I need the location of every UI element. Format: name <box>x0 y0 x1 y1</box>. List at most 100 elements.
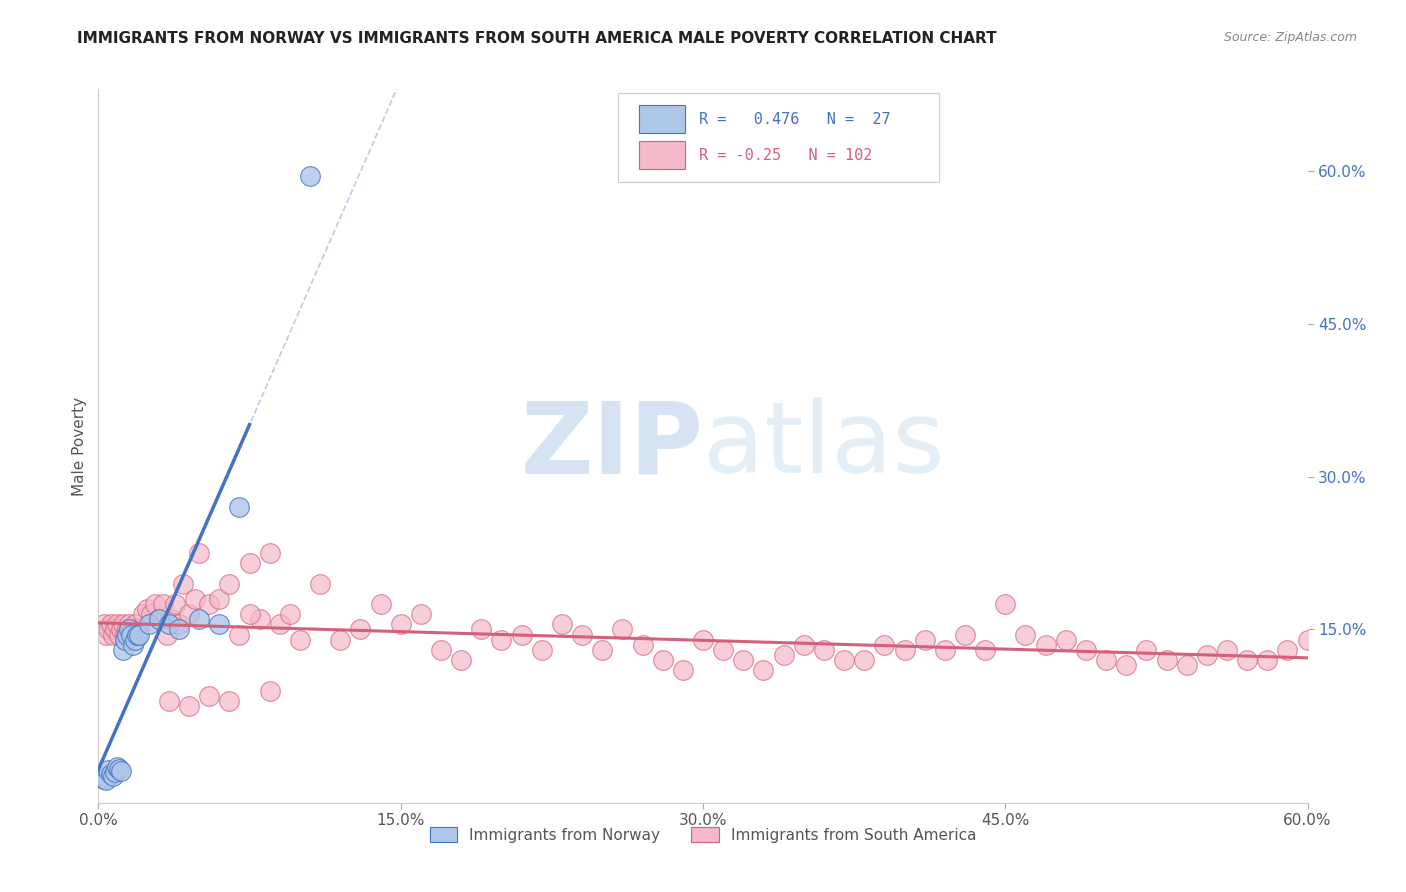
Point <box>1095 653 1118 667</box>
Point <box>107 627 129 641</box>
Point <box>259 546 281 560</box>
Point <box>101 769 124 783</box>
Point <box>1277 643 1299 657</box>
Point <box>953 627 976 641</box>
Text: R = -0.25   N = 102: R = -0.25 N = 102 <box>699 148 873 163</box>
Point <box>208 591 231 606</box>
Point <box>1236 653 1258 667</box>
Point <box>167 623 190 637</box>
Point <box>111 617 134 632</box>
Point <box>188 546 211 560</box>
Point <box>198 689 221 703</box>
Point <box>1195 648 1218 662</box>
Point <box>752 663 775 677</box>
Point <box>157 694 180 708</box>
Point <box>218 694 240 708</box>
Point <box>914 632 936 647</box>
Point <box>1054 632 1077 647</box>
Point <box>530 643 553 657</box>
Point <box>110 764 132 779</box>
Point <box>124 617 146 632</box>
Point <box>115 623 138 637</box>
Point <box>128 623 150 637</box>
Point <box>269 617 291 632</box>
Point <box>139 607 162 622</box>
Point <box>110 623 132 637</box>
Text: R =   0.476   N =  27: R = 0.476 N = 27 <box>699 112 891 127</box>
Point <box>1337 643 1360 657</box>
Point <box>111 643 134 657</box>
Point <box>124 632 146 647</box>
Point <box>974 643 997 657</box>
Point <box>239 556 262 570</box>
Point <box>218 576 240 591</box>
Point <box>107 762 129 776</box>
Point <box>156 627 179 641</box>
Legend: Immigrants from Norway, Immigrants from South America: Immigrants from Norway, Immigrants from … <box>423 821 983 848</box>
Point <box>672 663 695 677</box>
Point <box>93 617 115 632</box>
Point <box>184 591 207 606</box>
Point <box>120 627 142 641</box>
Point <box>96 627 118 641</box>
Point <box>100 767 122 781</box>
Point <box>994 597 1017 611</box>
Text: IMMIGRANTS FROM NORWAY VS IMMIGRANTS FROM SOUTH AMERICA MALE POVERTY CORRELATION: IMMIGRANTS FROM NORWAY VS IMMIGRANTS FRO… <box>77 31 997 46</box>
Point <box>228 500 250 515</box>
Point <box>772 648 794 662</box>
Point <box>571 627 593 641</box>
Point <box>1074 643 1097 657</box>
Point <box>510 627 533 641</box>
Point <box>813 643 835 657</box>
Point <box>309 576 332 591</box>
Point <box>163 597 186 611</box>
Point <box>692 632 714 647</box>
Point <box>1115 658 1137 673</box>
Point <box>97 623 120 637</box>
Point <box>450 653 472 667</box>
Point <box>121 638 143 652</box>
Point <box>853 653 876 667</box>
Point <box>239 607 262 622</box>
Point <box>103 623 125 637</box>
Point <box>103 765 125 780</box>
Point <box>179 698 201 713</box>
Point <box>631 638 654 652</box>
Point <box>188 612 211 626</box>
Point <box>96 773 118 788</box>
Point <box>101 627 124 641</box>
Point <box>934 643 956 657</box>
Point <box>893 643 915 657</box>
Point <box>733 653 755 667</box>
Point <box>259 683 281 698</box>
Point <box>430 643 453 657</box>
Point <box>105 617 128 632</box>
Point <box>198 597 221 611</box>
Point <box>1256 653 1278 667</box>
Point <box>138 617 160 632</box>
Point <box>228 627 250 641</box>
Point <box>1296 632 1319 647</box>
Point <box>120 627 142 641</box>
Point <box>651 653 673 667</box>
Bar <box>638 105 685 133</box>
Point <box>148 612 170 626</box>
Point <box>1135 643 1157 657</box>
Point <box>105 760 128 774</box>
Point <box>249 612 271 626</box>
Point <box>91 770 114 784</box>
Text: Source: ZipAtlas.com: Source: ZipAtlas.com <box>1223 31 1357 45</box>
Point <box>1014 627 1036 641</box>
Point <box>148 612 170 626</box>
Point <box>100 617 122 632</box>
Point <box>172 576 194 591</box>
Point <box>125 627 148 641</box>
Point <box>793 638 815 652</box>
Bar <box>638 142 685 169</box>
Y-axis label: Male Poverty: Male Poverty <box>72 396 87 496</box>
Point <box>125 627 148 641</box>
Point <box>114 627 136 641</box>
Point <box>118 617 141 632</box>
Point <box>389 617 412 632</box>
Point <box>128 627 150 641</box>
